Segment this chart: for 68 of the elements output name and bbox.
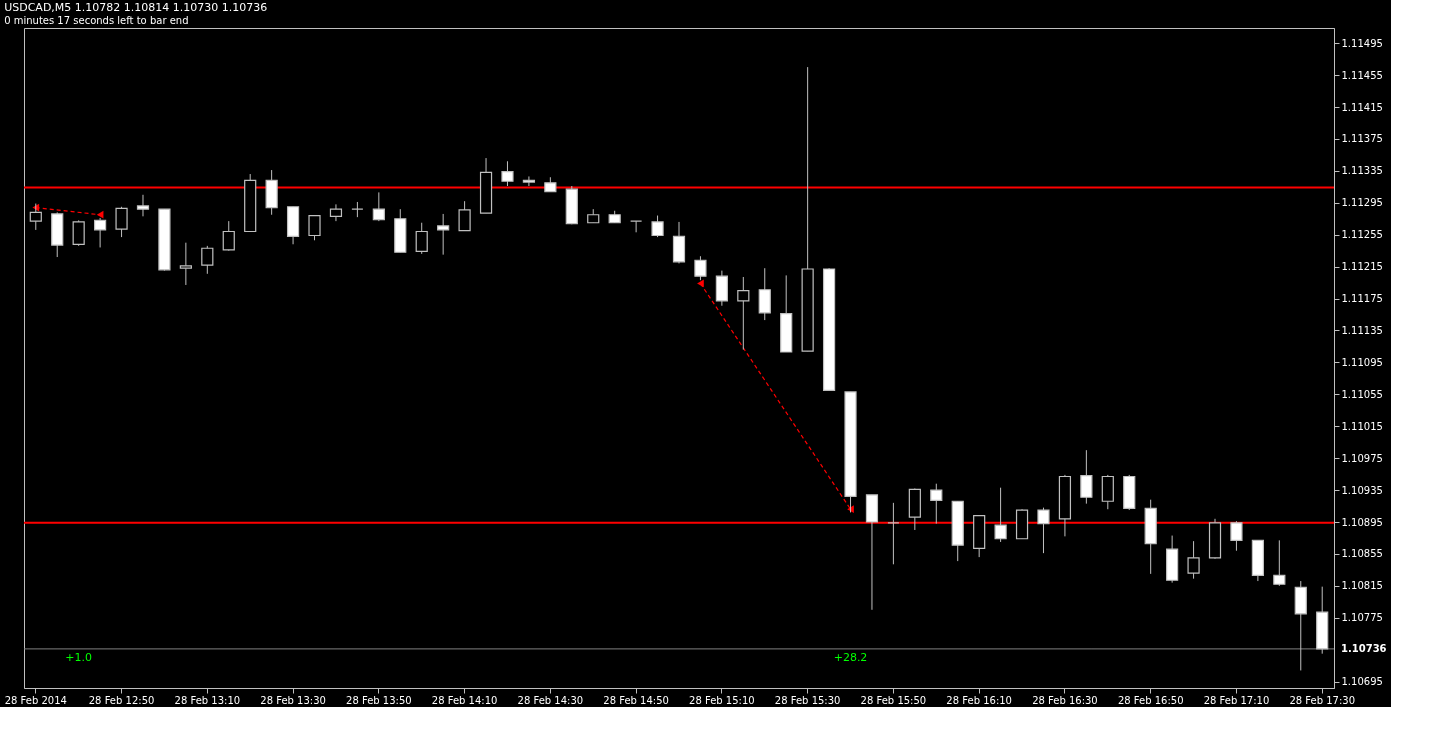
candlestick [72, 219, 85, 247]
x-tick-label: 28 Feb 14:10 [431, 694, 498, 706]
ref-line-label: 1.10736 [1341, 642, 1387, 654]
x-tick-label: 28 Feb 13:10 [174, 694, 241, 706]
x-tick-label: 28 Feb 14:30 [517, 694, 584, 706]
candlestick [115, 206, 128, 238]
candlestick [308, 214, 321, 241]
x-tick-label: 28 Feb 16:30 [1032, 694, 1098, 706]
candlestick [1273, 539, 1286, 587]
candlestick [136, 194, 150, 217]
candlestick [737, 276, 750, 351]
y-tick-label: 1.10895 [1341, 516, 1383, 528]
y-tick-label: 1.11255 [1341, 229, 1383, 241]
x-tick-label: 28 Feb 17:30 [1289, 694, 1356, 706]
x-tick-label: 28 Feb 16:50 [1117, 694, 1184, 706]
y-tick-label: 1.11415 [1341, 101, 1383, 113]
candlestick [1187, 540, 1200, 580]
x-tick-label: 28 Feb 14:50 [603, 694, 669, 706]
annotation: +1.0 [65, 651, 93, 664]
y-tick-label: 1.11295 [1341, 197, 1383, 209]
candlestick [329, 203, 343, 222]
y-tick-label: 1.10975 [1341, 452, 1383, 464]
x-tick-label: 28 Feb 17:10 [1203, 694, 1270, 706]
y-tick-label: 1.11175 [1341, 293, 1383, 305]
candlestick [930, 483, 943, 525]
y-tick-label: 1.10935 [1341, 484, 1383, 496]
y-tick-label: 1.11375 [1341, 133, 1383, 145]
x-tick-label: 28 Feb 13:50 [346, 694, 412, 706]
annotation: +28.2 [833, 651, 868, 664]
y-tick-label: 1.10695 [1341, 676, 1383, 688]
chart-title: USDCAD,M5 1.10782 1.10814 1.10730 1.10736 [4, 1, 268, 14]
x-tick-label: 28 Feb 15:30 [774, 694, 841, 706]
x-tick-label: 28 Feb 12:50 [88, 694, 155, 706]
y-tick-label: 1.11135 [1341, 324, 1383, 336]
candlestick [372, 191, 385, 222]
candlestick [887, 502, 900, 565]
candlestick [1230, 520, 1243, 552]
candlestick [994, 487, 1007, 543]
candlestick [758, 267, 771, 321]
y-tick-label: 1.10815 [1341, 580, 1383, 592]
candlestick [437, 213, 450, 256]
y-tick-label: 1.10775 [1341, 612, 1383, 624]
candlestick [1080, 449, 1093, 505]
x-tick-label: 28 Feb 15:10 [689, 694, 755, 706]
candlestick [222, 220, 235, 252]
x-tick-label: 28 Feb 16:10 [946, 694, 1012, 706]
candlestick [458, 200, 471, 232]
candlestick [651, 215, 664, 238]
y-tick-label: 1.11455 [1341, 69, 1383, 81]
y-tick-label: 1.11095 [1341, 356, 1383, 368]
candlestick [630, 220, 643, 233]
candlestick [522, 175, 536, 187]
y-tick-label: 1.11055 [1341, 388, 1383, 400]
candlestick [1037, 507, 1050, 554]
x-tick-label: 28 Feb 13:30 [260, 694, 326, 706]
candlestick [201, 245, 214, 275]
candlestick [501, 160, 514, 187]
y-tick-label: 1.11015 [1341, 420, 1383, 432]
x-tick-label: 28 Feb 2014 [4, 694, 67, 706]
y-tick-label: 1.11335 [1341, 165, 1383, 177]
y-tick-label: 1.10855 [1341, 548, 1383, 560]
chart-subtitle: 0 minutes 17 seconds left to bar end [4, 15, 189, 26]
candlestick [351, 201, 364, 218]
x-tick-label: 28 Feb 15:50 [860, 694, 927, 706]
candlestick [179, 242, 192, 286]
candlestick [415, 222, 428, 255]
y-tick-label: 1.11495 [1341, 37, 1383, 49]
y-tick-label: 1.11215 [1341, 261, 1383, 273]
